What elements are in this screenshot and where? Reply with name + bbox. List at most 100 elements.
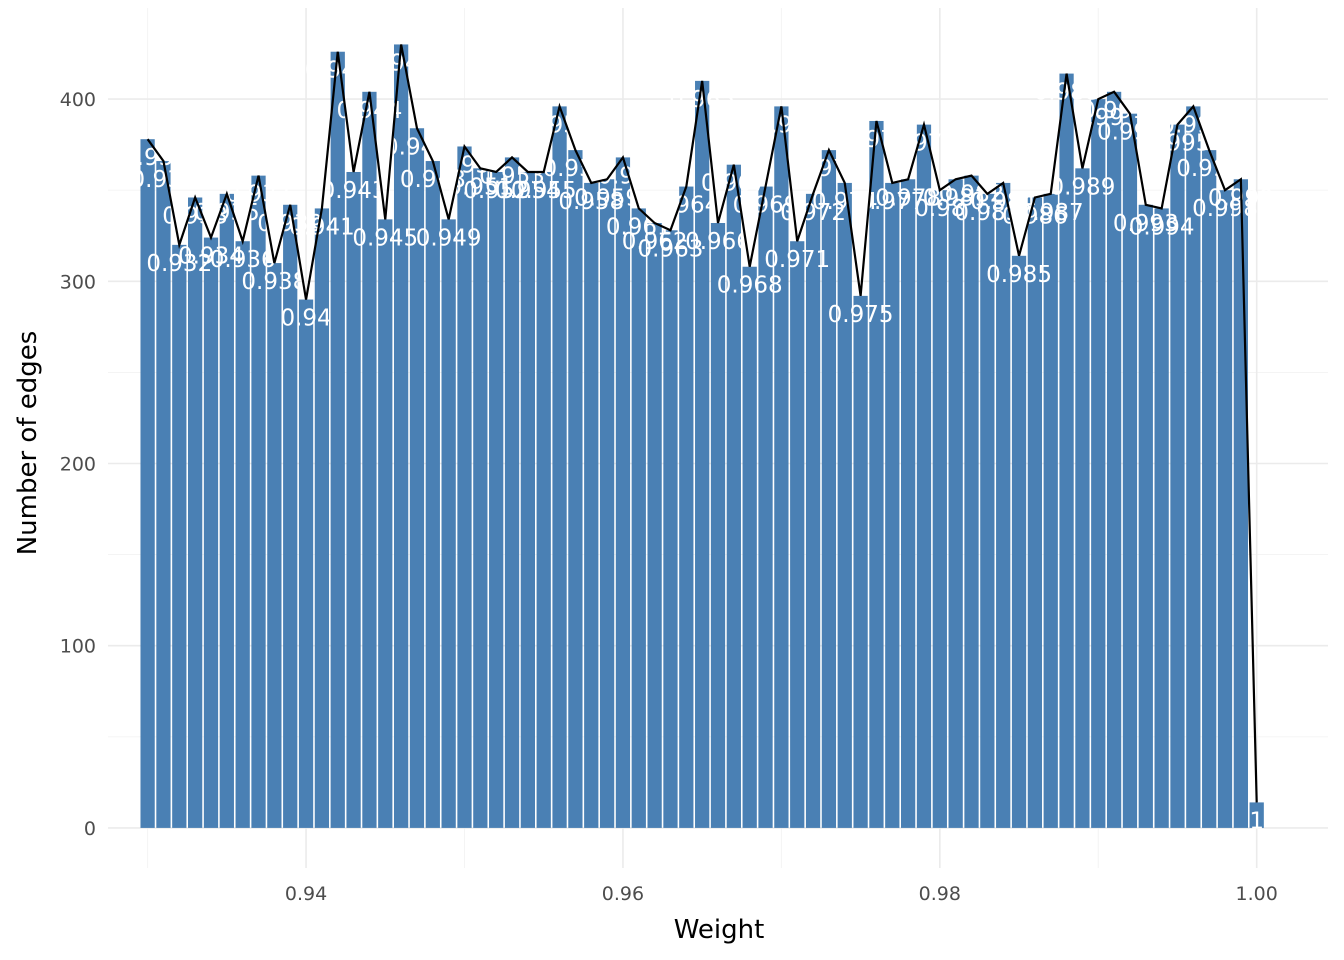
bar — [710, 223, 726, 828]
bar — [631, 208, 646, 828]
bar — [615, 157, 631, 828]
bar — [156, 161, 171, 828]
bar-label: 0.947 — [384, 134, 450, 160]
bar — [362, 91, 377, 828]
bar-label: 1 — [1249, 808, 1264, 834]
bar-label: 0.958 — [558, 189, 624, 215]
bar-label: 0.994 — [1129, 214, 1195, 240]
bar — [964, 175, 979, 828]
y-tick-label: 400 — [60, 89, 96, 111]
bar — [1217, 190, 1233, 828]
bar — [1075, 168, 1090, 828]
bar — [853, 295, 868, 828]
bar-label: 0.932 — [146, 251, 212, 277]
bar-label: 0.988 — [1034, 80, 1100, 106]
bar — [188, 197, 203, 828]
bar — [1106, 91, 1122, 828]
bar — [1138, 204, 1153, 828]
x-tick-label: 0.98 — [919, 883, 961, 905]
bar-label: 0.945 — [352, 225, 418, 251]
bar — [695, 80, 710, 828]
bar — [283, 204, 298, 828]
bar-label: 0.959 — [574, 185, 640, 211]
bar — [330, 51, 345, 828]
bar — [1059, 73, 1074, 828]
bar — [235, 241, 250, 828]
bar-label: 0.984 — [970, 189, 1036, 215]
bar — [1170, 124, 1185, 828]
bar-label: 0.985 — [986, 262, 1052, 288]
bar — [298, 299, 314, 828]
bar — [774, 106, 789, 828]
bar-label: 0.99 — [1073, 105, 1124, 131]
bar — [1186, 106, 1201, 828]
bar-label: 0.956 — [527, 112, 593, 138]
bar — [314, 208, 330, 828]
bar — [552, 106, 567, 828]
bar — [980, 193, 995, 828]
bar-label: 0.992 — [1097, 120, 1163, 146]
bar — [1249, 802, 1264, 828]
bar-label: 0.968 — [717, 273, 783, 299]
bar — [441, 219, 456, 828]
bar — [679, 186, 694, 828]
bar — [473, 168, 488, 828]
bar-label: 0.978 — [875, 185, 941, 211]
bar-label: 0.936 — [210, 247, 276, 273]
bar — [647, 223, 662, 828]
bar-label: 0.98 — [914, 196, 965, 222]
bar — [457, 146, 472, 828]
bar-label: 0.931 — [131, 167, 197, 193]
bar — [172, 244, 187, 828]
bar — [805, 193, 821, 828]
y-tick-label: 0 — [84, 818, 96, 840]
bar-label: 0.943 — [321, 178, 387, 204]
bar — [1091, 99, 1106, 828]
bar-label: 0.982 — [939, 182, 1005, 208]
bar-label: 0.964 — [653, 193, 719, 219]
bar-label: 0.955 — [511, 178, 577, 204]
bar-label: 0.991 — [1081, 98, 1147, 124]
bars — [140, 44, 1264, 828]
bar — [1043, 193, 1058, 828]
bar-label: 0.934 — [178, 244, 244, 270]
bar — [140, 139, 155, 828]
bar — [409, 128, 425, 828]
bar — [393, 44, 409, 828]
bar — [1027, 197, 1043, 828]
bar-label: 0.971 — [764, 247, 830, 273]
bar — [536, 171, 551, 828]
y-tick-label: 100 — [60, 636, 96, 658]
bar — [726, 164, 741, 828]
bar — [425, 161, 440, 828]
bar — [742, 266, 757, 828]
x-axis-ticks: 0.94 0.96 0.98 1.00 — [285, 883, 1278, 905]
bar — [346, 171, 361, 828]
bar — [378, 219, 393, 828]
bar-label: 0.941 — [289, 214, 355, 240]
bar-label: 0.97 — [756, 112, 807, 138]
y-tick-label: 300 — [60, 271, 96, 293]
bar-label: 0.975 — [828, 302, 894, 328]
bar — [1202, 150, 1217, 828]
bar — [1122, 113, 1138, 828]
bar-label: 0.972 — [780, 200, 846, 226]
bar-label: 0.995 — [1145, 131, 1211, 157]
y-axis-title: Number of edges — [13, 331, 43, 556]
bar — [267, 263, 282, 828]
bar-label: 0.966 — [685, 229, 751, 255]
bar — [901, 179, 916, 828]
bar-label: 0.962 — [622, 229, 688, 255]
bar — [504, 157, 520, 828]
bar — [568, 150, 583, 828]
y-axis-ticks: 0 100 200 300 400 — [60, 89, 96, 840]
bar-label: 0.997 — [1176, 156, 1242, 182]
bar — [520, 171, 535, 828]
bar-label: 0.996 — [1160, 112, 1226, 138]
bar — [932, 190, 947, 828]
bar-label: 0.952 — [463, 178, 529, 204]
bar — [790, 241, 805, 828]
bar-label: 0.961 — [606, 214, 672, 240]
y-tick-label: 200 — [60, 454, 96, 476]
